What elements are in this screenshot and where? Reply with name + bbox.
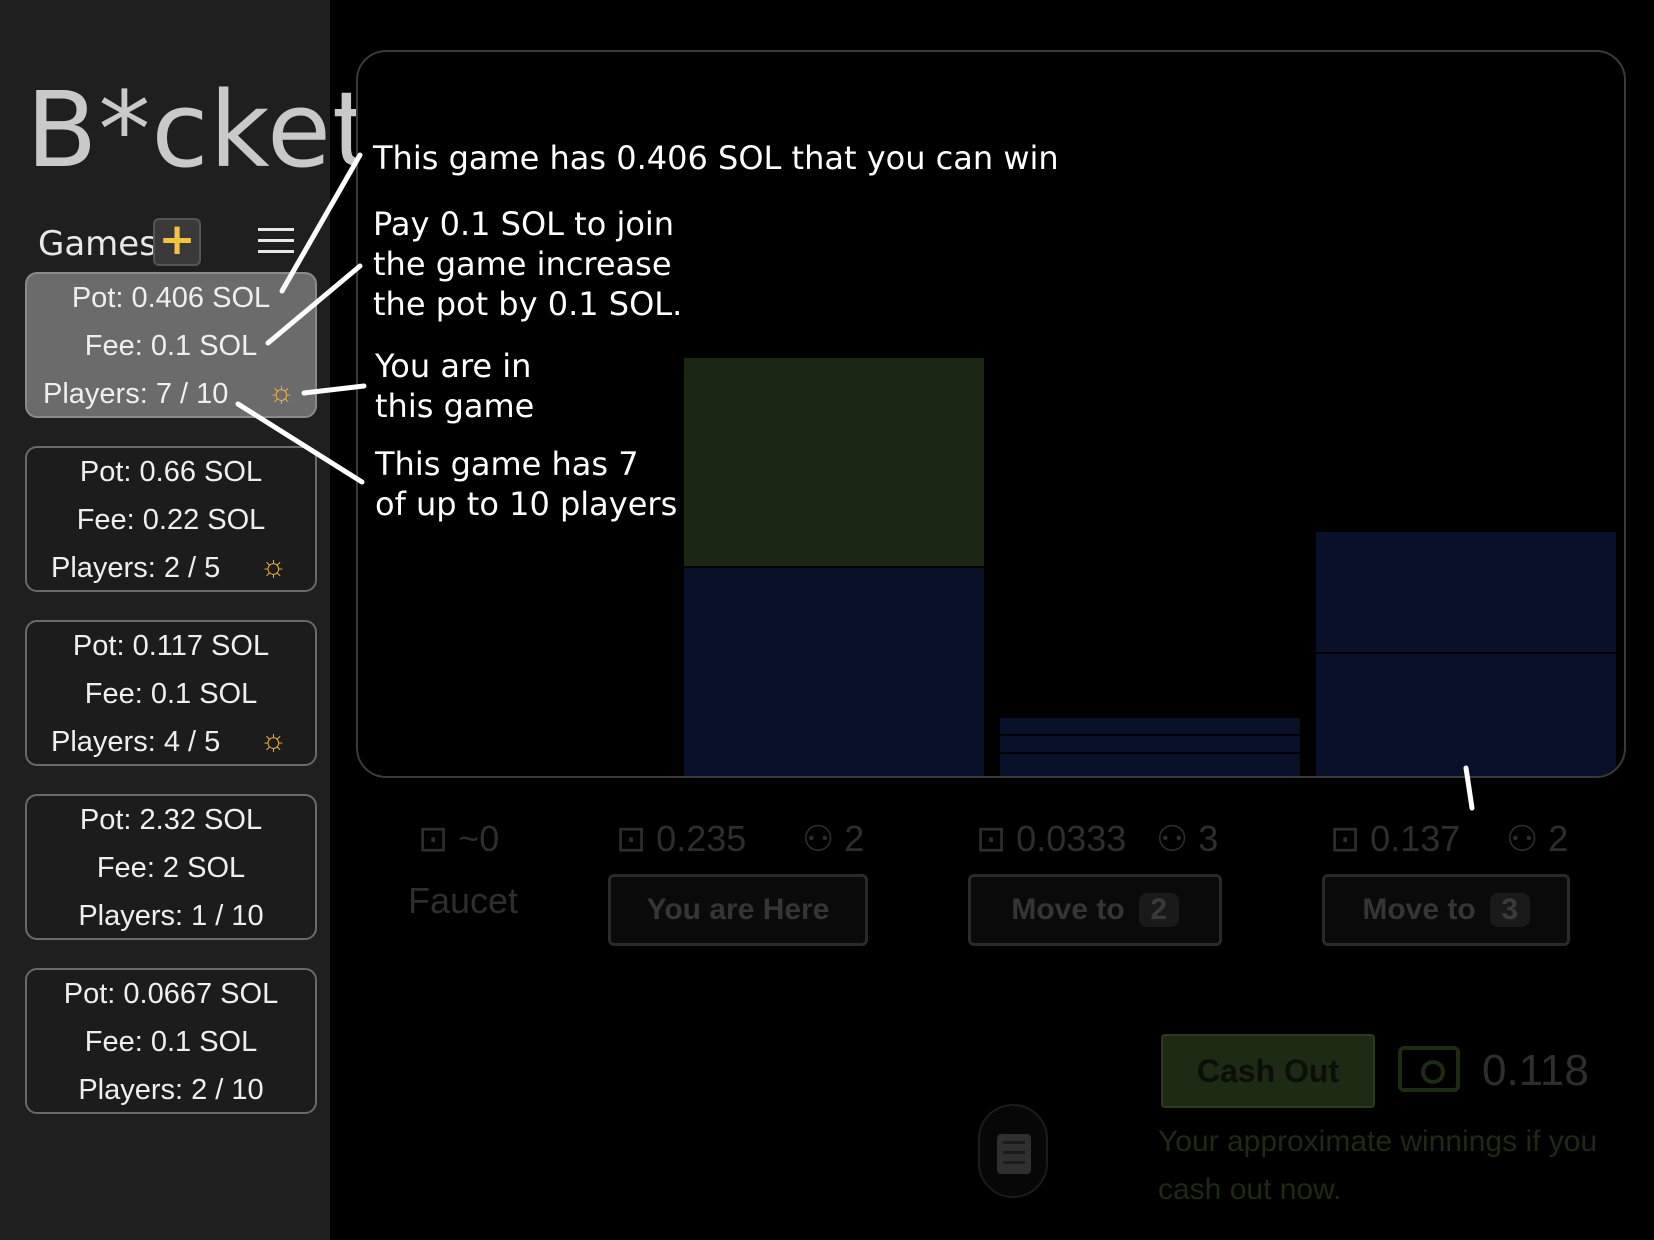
plus-icon: + — [158, 214, 196, 265]
annotation-joined: You are in this game — [375, 347, 535, 425]
rules-document-button[interactable] — [978, 1104, 1048, 1198]
games-heading: Games — [38, 224, 157, 264]
cash-icon — [1398, 1046, 1460, 1092]
game-pot: Pot: 0.117 SOL — [72, 630, 270, 662]
game-players: Players: 1 / 10 — [78, 900, 264, 932]
users-icon: ⚇ — [802, 818, 835, 859]
hamburger-menu-icon[interactable] — [258, 228, 294, 254]
users-icon: ⚇ — [1156, 818, 1189, 859]
cash-icon: ⊡ — [418, 818, 449, 859]
game-players: Players: 2 / 10 — [78, 1074, 264, 1106]
annotation-pot: This game has 0.406 SOL that you can win — [373, 139, 1059, 177]
game-players: Players: 7 / 10 — [43, 378, 229, 410]
bucket-number: 2 — [1138, 893, 1179, 927]
you-are-here-button[interactable]: You are Here — [608, 874, 868, 946]
move-to-3-button[interactable]: Move to 3 — [1322, 874, 1570, 946]
cash-icon: ⊡ — [1330, 818, 1361, 859]
game-card-5[interactable]: Pot: 0.0667 SOL Fee: 0.1 SOL Players: 2 … — [25, 968, 317, 1114]
game-fee: Fee: 0.22 SOL — [76, 504, 266, 536]
game-card-3[interactable]: Pot: 0.117 SOL Fee: 0.1 SOL Players: 4 /… — [25, 620, 317, 766]
game-card-1[interactable]: Pot: 0.406 SOL Fee: 0.1 SOL Players: 7 /… — [25, 272, 317, 418]
bucket-segment — [1000, 754, 1300, 776]
faucet-label: Faucet — [408, 880, 519, 921]
bucket-2-players: ⚇ 3 — [1156, 818, 1219, 859]
annotation-players: This game has 7 of up to 10 players — [375, 445, 678, 523]
move-to-2-button[interactable]: Move to 2 — [968, 874, 1222, 946]
game-fee: Fee: 0.1 SOL — [84, 678, 258, 710]
game-card-2[interactable]: Pot: 0.66 SOL Fee: 0.22 SOL Players: 2 /… — [25, 446, 317, 592]
game-pot: Pot: 2.32 SOL — [79, 804, 263, 836]
bucket-2-amount: ⊡ 0.0333 — [976, 818, 1127, 859]
joined-sun-icon: ☼ — [259, 724, 288, 757]
cash-icon: ⊡ — [616, 818, 647, 859]
bucket-3-amount: ⊡ 0.137 — [1330, 818, 1461, 859]
sidebar: B*cket Games + Pot: 0.406 SOL Fee: 0.1 S… — [0, 0, 373, 1240]
game-board — [356, 50, 1626, 778]
bucket-segment — [1316, 654, 1616, 776]
winnings-amount: 0.118 — [1482, 1046, 1589, 1095]
game-fee: Fee: 2 SOL — [96, 852, 246, 884]
joined-sun-icon: ☼ — [267, 376, 296, 409]
bucket-segment — [684, 568, 984, 776]
joined-sun-icon: ☼ — [259, 550, 288, 583]
bucket-1-amount: ⊡ 0.235 — [616, 818, 747, 859]
faucet-amount: ⊡ ~0 — [418, 818, 500, 859]
bucket-1-players: ⚇ 2 — [802, 818, 865, 859]
game-pot: Pot: 0.0667 SOL — [63, 978, 279, 1010]
cash-icon: ⊡ — [976, 818, 1007, 859]
add-game-button[interactable]: + — [153, 218, 201, 266]
game-players: Players: 4 / 5 — [51, 726, 221, 758]
users-icon: ⚇ — [1506, 818, 1539, 859]
cash-out-button[interactable]: Cash Out — [1161, 1034, 1375, 1108]
game-card-4[interactable]: Pot: 2.32 SOL Fee: 2 SOL Players: 1 / 10 — [25, 794, 317, 940]
bucket-number: 3 — [1489, 893, 1530, 927]
bucket-3-players: ⚇ 2 — [1506, 818, 1569, 859]
app-logo: B*cket — [26, 69, 374, 191]
bucket-segment — [1000, 736, 1300, 752]
bucket-segment — [1000, 718, 1300, 734]
your-segment — [684, 358, 984, 566]
game-players: Players: 2 / 5 — [51, 552, 221, 584]
document-icon — [997, 1134, 1031, 1174]
game-pot: Pot: 0.406 SOL — [71, 282, 271, 314]
winnings-note: Your approximate winnings if you cash ou… — [1158, 1125, 1598, 1206]
game-fee: Fee: 0.1 SOL — [84, 1026, 258, 1058]
game-pot: Pot: 0.66 SOL — [79, 456, 263, 488]
game-fee: Fee: 0.1 SOL — [84, 330, 258, 362]
bucket-segment — [1316, 532, 1616, 652]
annotation-fee: Pay 0.1 SOL to join the game increase th… — [373, 205, 683, 323]
